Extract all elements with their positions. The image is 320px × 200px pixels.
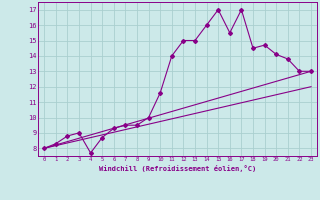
X-axis label: Windchill (Refroidissement éolien,°C): Windchill (Refroidissement éolien,°C)	[99, 165, 256, 172]
